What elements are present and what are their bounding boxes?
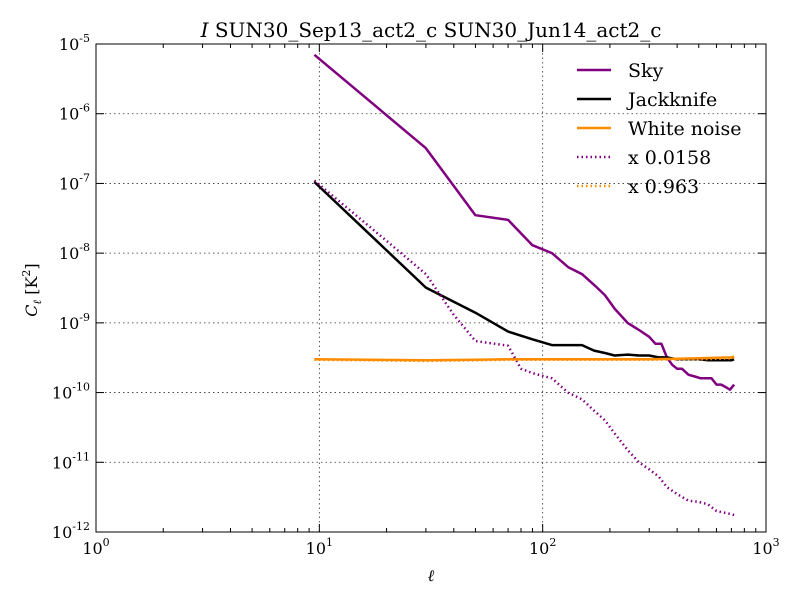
y-tick-label-base: 10: [52, 523, 72, 542]
y-tick-label-exponent: -9: [79, 311, 90, 324]
x-tick-label: 101: [306, 536, 333, 558]
y-tick-label: 10-12: [52, 520, 90, 542]
y-axis-label: Cℓ [K2]: [20, 263, 44, 316]
chart-title: I SUN30_Sep13_act2_c SUN30_Jun14_act2_c: [200, 18, 662, 42]
grid-lines: [96, 44, 766, 532]
x-tick-label-exponent: 0: [103, 536, 110, 549]
y-tick-label-exponent: -5: [79, 32, 90, 45]
y-tick-label-exponent: -7: [79, 171, 90, 184]
y-tick-label: 10-5: [59, 32, 90, 54]
y-axis-label-subscript: ℓ: [31, 299, 44, 304]
legend: Sky Jackknife White noise x 0.0158 x 0.963: [577, 60, 742, 198]
plot-frame: [95, 43, 767, 533]
legend-label: Sky: [628, 60, 664, 82]
legend-label: Jackknife: [626, 89, 717, 111]
x-tick-label: 103: [752, 536, 779, 558]
y-tick-label: 10-8: [59, 241, 90, 263]
x-tick-label: 100: [82, 536, 109, 558]
x-tick-label-base: 10: [306, 539, 326, 558]
x-tick-label-exponent: 1: [326, 536, 333, 549]
x-tick-label-exponent: 3: [773, 536, 780, 549]
y-tick-label-base: 10: [52, 384, 72, 403]
y-tick-label-exponent: -12: [72, 520, 90, 533]
y-tick-label-base: 10: [59, 244, 79, 263]
y-tick-label-base: 10: [59, 174, 79, 193]
y-tick-label-exponent: -8: [79, 241, 90, 254]
y-tick-label-exponent: -11: [72, 450, 90, 463]
axis-tick-labels: 100 101 102 10310-1210-1110-1010-910-810-71…: [52, 32, 780, 558]
y-axis-label-unit-open: [K: [22, 276, 41, 300]
series-line-sky: [313, 53, 736, 391]
series-line-x-0-0158: [313, 179, 735, 517]
legend-label: x 0.963: [628, 176, 699, 198]
x-tick-label: 102: [529, 536, 556, 558]
y-tick-label-base: 10: [52, 453, 72, 472]
y-tick-label: 10-10: [52, 381, 90, 403]
legend-label: White noise: [628, 118, 742, 140]
legend-label: x 0.0158: [628, 147, 711, 169]
y-tick-label-base: 10: [59, 105, 79, 124]
y-tick-label: 10-6: [59, 102, 90, 124]
chart-title-italic: I: [200, 18, 210, 42]
series-line-jackknife: [313, 181, 735, 362]
axis-ticks: [95, 43, 767, 533]
series-layer: [313, 53, 736, 517]
x-tick-label-base: 10: [529, 539, 549, 558]
y-tick-label-exponent: -6: [79, 102, 90, 115]
chart-title-rest: SUN30_Sep13_act2_c SUN30_Jun14_act2_c: [208, 18, 661, 42]
y-tick-label-base: 10: [59, 314, 79, 333]
y-tick-label: 10-11: [52, 450, 90, 472]
y-tick-label: 10-9: [59, 311, 90, 333]
y-tick-label: 10-7: [59, 171, 90, 193]
x-tick-label-base: 10: [752, 539, 772, 558]
x-tick-label-exponent: 2: [549, 536, 556, 549]
x-axis-label: ℓ: [428, 566, 435, 585]
y-axis-label-unit-sup: 2: [20, 270, 33, 277]
x-tick-label-base: 10: [82, 539, 102, 558]
y-tick-label-exponent: -10: [72, 381, 90, 394]
y-axis-label-unit-close: ]: [22, 263, 41, 269]
y-tick-label-base: 10: [59, 35, 79, 54]
y-axis-label-main: C: [22, 304, 41, 316]
series-line-white-noise: [314, 355, 735, 362]
